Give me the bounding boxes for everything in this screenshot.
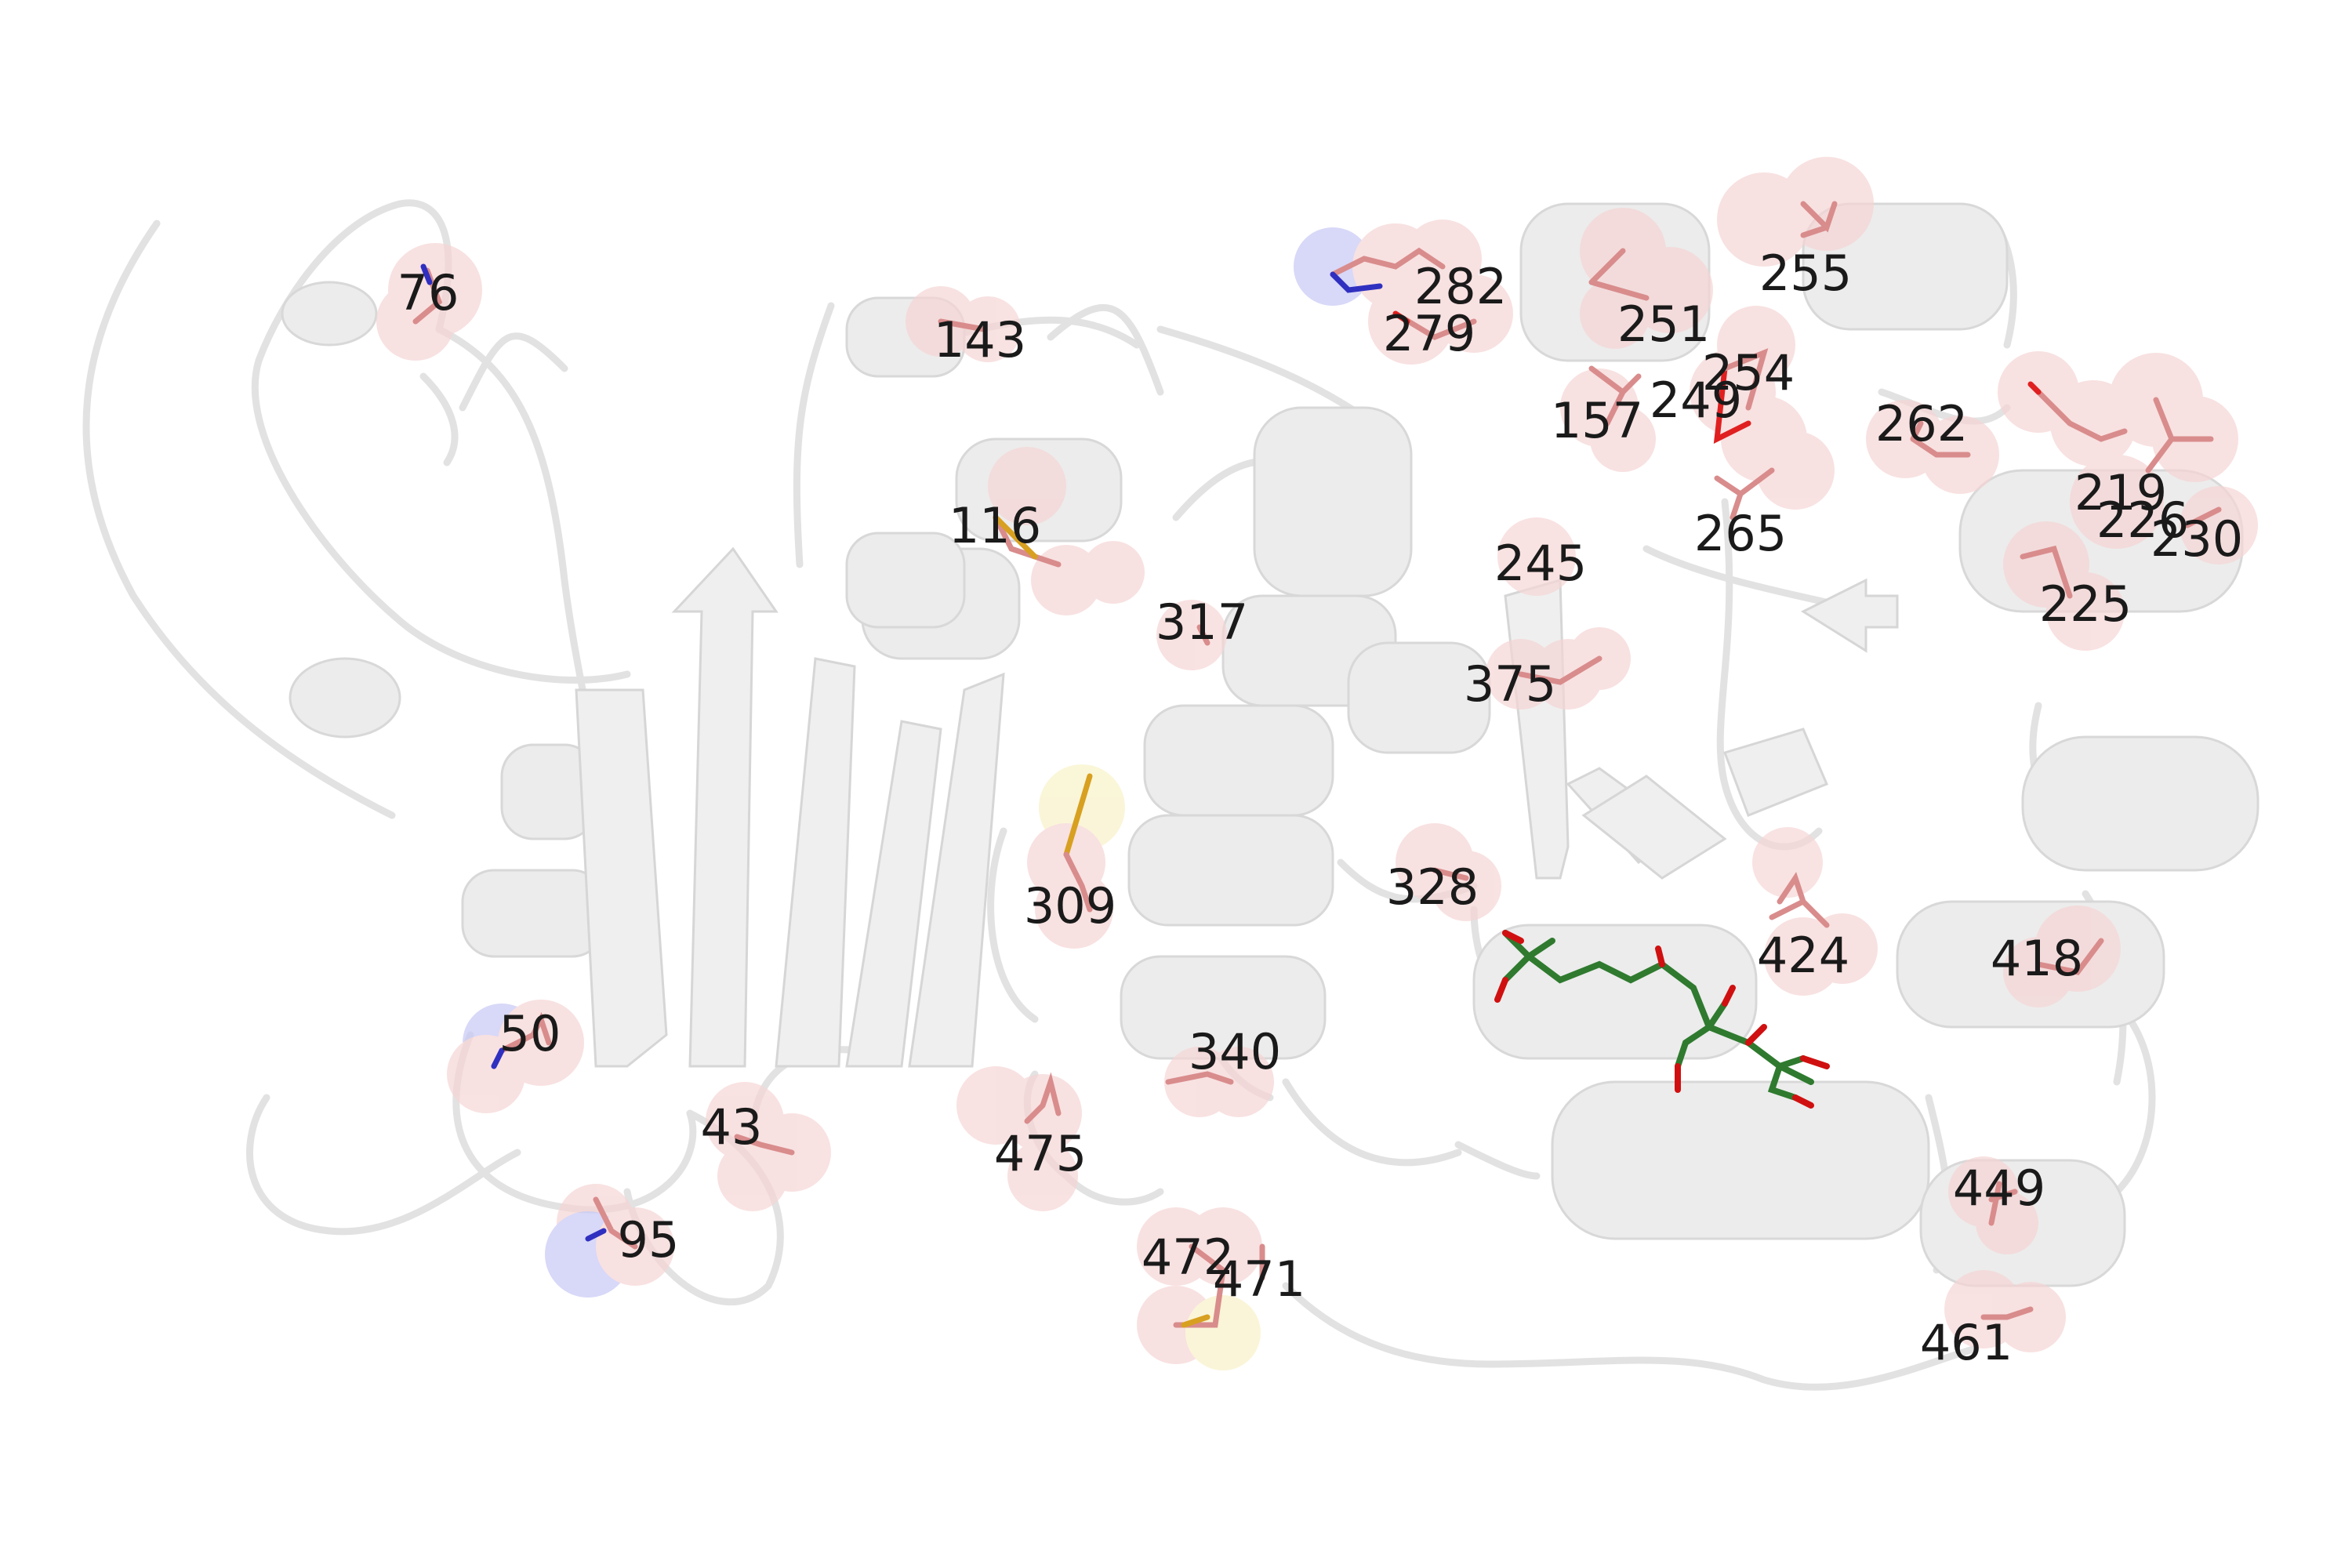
residue-label: 76	[397, 264, 459, 321]
residue-label: 157	[1551, 392, 1643, 449]
residue-label: 230	[2151, 510, 2243, 568]
residue-label: 279	[1383, 305, 1475, 362]
residue-label: 475	[994, 1125, 1087, 1182]
residue-label: 471	[1213, 1250, 1305, 1308]
residue-label: 340	[1189, 1023, 1281, 1080]
residue-label: 255	[1759, 245, 1852, 302]
residue-label: 50	[499, 1005, 561, 1062]
sheet-group	[575, 546, 1899, 1068]
residue-label: 461	[1920, 1314, 2013, 1371]
residue-label: 43	[701, 1098, 763, 1156]
residue-label-layer: 76 143 282 279 251 255 254 249 157 262 2…	[397, 245, 2244, 1371]
residue-label: 225	[2039, 575, 2132, 633]
residue-label: 309	[1024, 877, 1116, 935]
residue-label: 328	[1386, 858, 1479, 916]
residue-label: 418	[1991, 930, 2083, 987]
residue-label: 449	[1953, 1160, 2045, 1217]
residue-label: 254	[1702, 344, 1795, 401]
residue-label: 262	[1875, 395, 1968, 452]
residue-label: 143	[934, 311, 1026, 368]
residue-label: 116	[949, 497, 1041, 554]
residue-label: 226	[2096, 492, 2189, 549]
residue-label: 472	[1142, 1229, 1234, 1286]
residue-label: 282	[1414, 258, 1507, 315]
residue-label: 375	[1464, 655, 1556, 713]
residue-label: 95	[618, 1211, 680, 1269]
residue-label: 424	[1757, 927, 1849, 984]
ligand	[1494, 930, 1830, 1109]
residue-label: 317	[1156, 593, 1248, 651]
residue-label: 219	[2074, 464, 2167, 521]
residue-label: 245	[1494, 535, 1587, 592]
residue-label: 249	[1650, 372, 1742, 429]
residue-label: 251	[1617, 296, 1710, 353]
residue-label: 265	[1694, 505, 1787, 562]
residue-sticks	[412, 201, 2222, 1328]
